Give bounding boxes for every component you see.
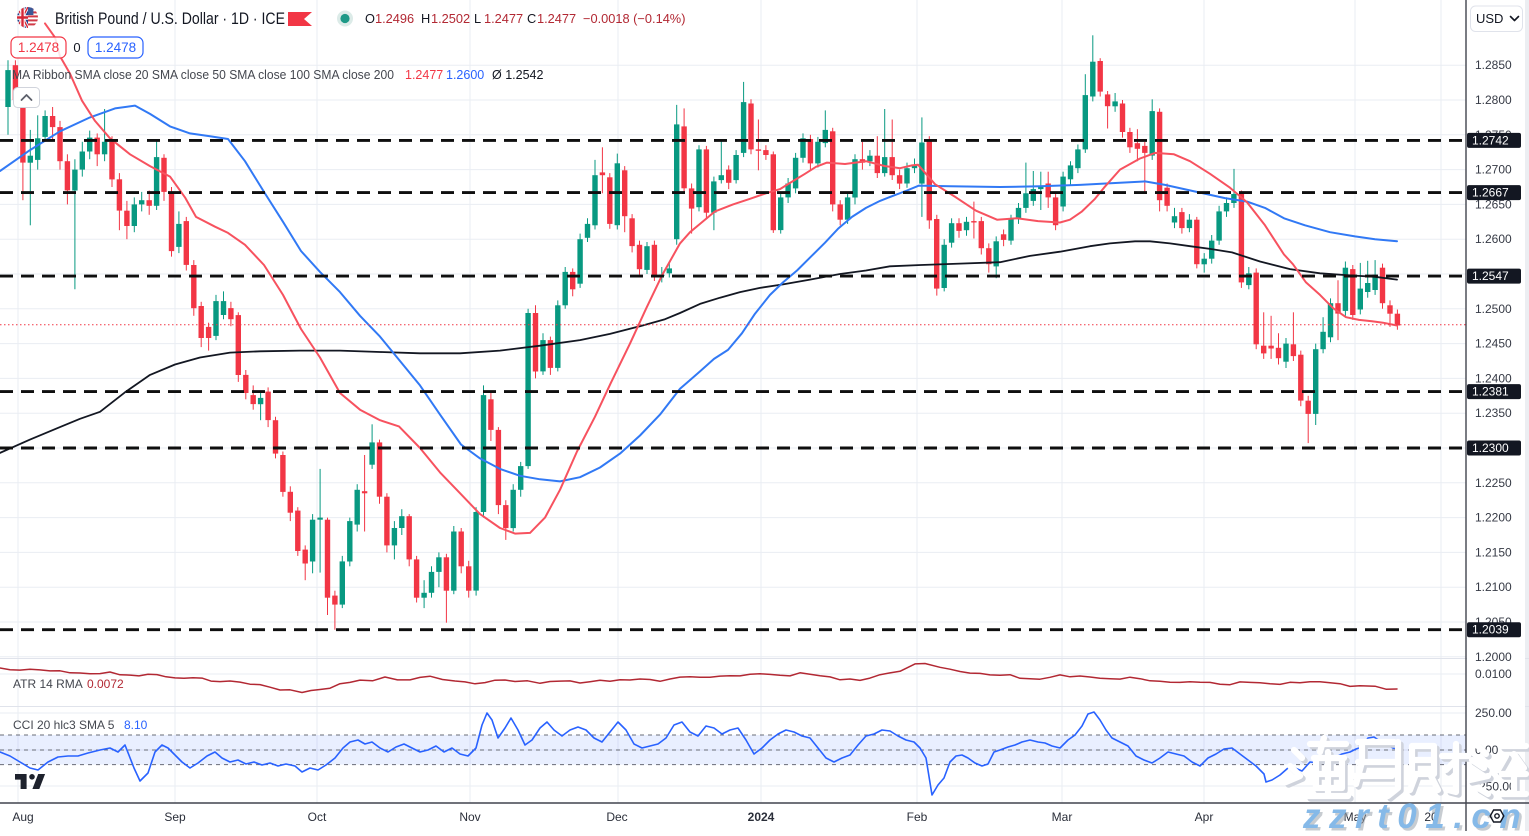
svg-text:1.2496: 1.2496: [375, 11, 414, 26]
svg-text:1.2000: 1.2000: [1475, 650, 1512, 664]
svg-text:8.10: 8.10: [124, 718, 148, 732]
svg-text:−0.0018 (−0.14%): −0.0018 (−0.14%): [583, 11, 685, 26]
svg-text:Feb: Feb: [907, 810, 928, 824]
svg-text:C: C: [527, 11, 536, 26]
svg-text:Ø 1.2542: Ø 1.2542: [492, 68, 543, 82]
svg-text:1.2478: 1.2478: [18, 40, 59, 55]
svg-text:1.2500: 1.2500: [1475, 302, 1512, 316]
svg-text:1.2250: 1.2250: [1475, 476, 1512, 490]
svg-text:1.2800: 1.2800: [1475, 93, 1512, 107]
svg-text:Mar: Mar: [1052, 810, 1073, 824]
svg-text:1.2502: 1.2502: [431, 11, 470, 26]
svg-text:Apr: Apr: [1195, 810, 1214, 824]
svg-text:1.2381: 1.2381: [1472, 385, 1509, 399]
svg-text:1.2100: 1.2100: [1475, 580, 1512, 594]
svg-text:Sep: Sep: [164, 810, 186, 824]
svg-text:1.2478: 1.2478: [95, 40, 136, 55]
svg-text:1.2450: 1.2450: [1475, 337, 1512, 351]
svg-text:L: L: [474, 11, 481, 26]
svg-text:0: 0: [73, 40, 80, 55]
svg-text:1.2477: 1.2477: [537, 11, 576, 26]
svg-text:1.2700: 1.2700: [1475, 163, 1512, 177]
svg-text:1.2667: 1.2667: [1472, 186, 1509, 200]
svg-text:1.2039: 1.2039: [1472, 623, 1509, 637]
svg-text:1.2150: 1.2150: [1475, 545, 1512, 559]
svg-text:1.2850: 1.2850: [1475, 58, 1512, 72]
svg-text:1.2742: 1.2742: [1472, 133, 1509, 147]
svg-text:1.2600: 1.2600: [1475, 232, 1512, 246]
svg-text:0.0100: 0.0100: [1475, 667, 1512, 681]
svg-text:1.2350: 1.2350: [1475, 406, 1512, 420]
svg-text:1.2400: 1.2400: [1475, 371, 1512, 385]
svg-text:Dec: Dec: [606, 810, 627, 824]
svg-text:Oct: Oct: [308, 810, 327, 824]
svg-text:MA Ribbon SMA close 20 SMA clo: MA Ribbon SMA close 20 SMA close 50 SMA …: [12, 68, 394, 82]
svg-text:O: O: [365, 11, 375, 26]
svg-text:1.2600: 1.2600: [446, 68, 484, 82]
svg-text:1.2477: 1.2477: [484, 11, 523, 26]
svg-text:H: H: [421, 11, 430, 26]
svg-text:British Pound / U.S. Dollar ·: British Pound / U.S. Dollar · 1D · ICE: [55, 9, 285, 28]
svg-text:CCI 20 hlc3 SMA 5: CCI 20 hlc3 SMA 5: [13, 718, 115, 732]
svg-text:Aug: Aug: [12, 810, 33, 824]
svg-text:ATR 14 RMA: ATR 14 RMA: [13, 677, 83, 691]
svg-text:Nov: Nov: [459, 810, 480, 824]
svg-text:1.2547: 1.2547: [1472, 269, 1509, 283]
svg-text:USD: USD: [1476, 11, 1503, 26]
svg-text:1.2300: 1.2300: [1472, 441, 1509, 455]
svg-text:250.00: 250.00: [1475, 706, 1512, 720]
svg-text:2024: 2024: [748, 810, 775, 824]
svg-text:0.0072: 0.0072: [87, 677, 124, 691]
svg-text:1.2477: 1.2477: [405, 68, 443, 82]
svg-text:1.2200: 1.2200: [1475, 511, 1512, 525]
